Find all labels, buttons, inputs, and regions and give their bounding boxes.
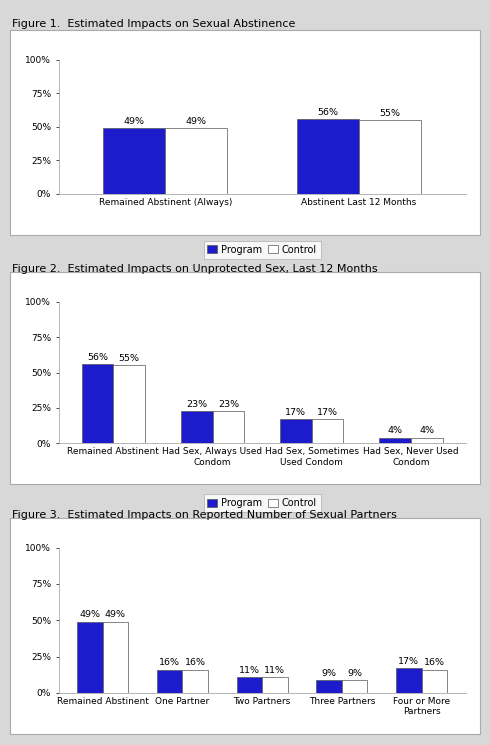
Text: 49%: 49% [186,117,207,126]
Text: Figure 1.  Estimated Impacts on Sexual Abstinence: Figure 1. Estimated Impacts on Sexual Ab… [12,19,295,28]
Bar [312,419,343,443]
Bar [182,670,208,693]
Bar [77,621,103,693]
Text: 55%: 55% [379,109,400,118]
Bar [396,668,421,693]
Text: 55%: 55% [119,355,140,364]
Bar [411,437,442,443]
Bar [157,670,182,693]
Text: 49%: 49% [105,610,126,620]
Text: 16%: 16% [185,659,206,668]
Text: 17%: 17% [398,657,419,666]
Bar [103,128,165,194]
Bar [113,366,145,443]
Bar [262,677,288,693]
Bar [82,364,113,443]
Text: 23%: 23% [186,399,207,408]
Text: 17%: 17% [317,408,338,417]
Text: Figure 2.  Estimated Impacts on Unprotected Sex, Last 12 Months: Figure 2. Estimated Impacts on Unprotect… [12,264,378,274]
Bar [421,670,447,693]
Text: 4%: 4% [419,426,434,436]
Text: 4%: 4% [388,426,403,436]
Bar [181,410,213,443]
Bar [359,120,421,194]
Bar [280,419,312,443]
Text: 9%: 9% [347,668,362,678]
Legend: Program, Control: Program, Control [204,494,320,512]
Text: Figure 3.  Estimated Impacts on Reported Number of Sexual Partners: Figure 3. Estimated Impacts on Reported … [12,510,397,520]
Text: 56%: 56% [318,107,339,116]
Text: 17%: 17% [285,408,306,417]
Text: 49%: 49% [124,117,145,126]
Text: 11%: 11% [265,666,285,675]
Legend: Program, Control: Program, Control [204,241,320,259]
Text: 49%: 49% [79,610,100,620]
Bar [213,410,245,443]
Bar [317,679,342,693]
Bar [297,118,359,194]
Text: 23%: 23% [218,399,239,408]
Text: 56%: 56% [87,353,108,362]
Bar [103,621,128,693]
Bar [165,128,227,194]
Text: 16%: 16% [159,659,180,668]
Bar [342,679,368,693]
Text: 11%: 11% [239,666,260,675]
Bar [237,677,262,693]
Text: 16%: 16% [424,659,445,668]
Bar [379,437,411,443]
Text: 9%: 9% [321,668,337,678]
